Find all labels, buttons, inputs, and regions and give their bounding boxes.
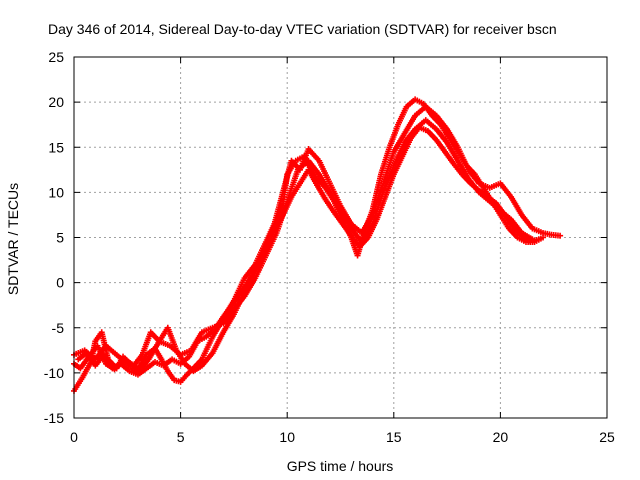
y-tick-label: 5 [56, 230, 64, 246]
y-tick-label: 10 [48, 184, 64, 200]
y-tick-label: -15 [44, 410, 64, 426]
x-tick-label: 10 [279, 429, 295, 445]
y-tick-label: -10 [44, 365, 64, 381]
x-tick-label: 15 [386, 429, 402, 445]
data-point [557, 232, 564, 239]
x-tick-label: 5 [177, 429, 185, 445]
x-tick-label: 25 [599, 429, 615, 445]
y-axis-label: SDTVAR / TECUs [5, 183, 21, 295]
x-tick-label: 0 [70, 429, 78, 445]
y-tick-label: -5 [52, 320, 65, 336]
chart-title: Day 346 of 2014, Sidereal Day-to-day VTE… [48, 21, 557, 37]
series-track-b [71, 103, 564, 375]
grid-lines [74, 57, 607, 418]
x-axis-label: GPS time / hours [287, 458, 394, 474]
y-tick-label: 15 [48, 139, 64, 155]
axis-ticks: 0 5 10 15 20 25 -15 -10 -5 0 5 10 15 20 25 [44, 49, 615, 445]
y-tick-label: 25 [48, 49, 64, 65]
x-tick-label: 20 [493, 429, 509, 445]
y-tick-label: 0 [56, 275, 64, 291]
y-tick-label: 20 [48, 94, 64, 110]
data-points [71, 96, 564, 394]
data-point [535, 236, 542, 243]
series-track-d [75, 124, 542, 378]
